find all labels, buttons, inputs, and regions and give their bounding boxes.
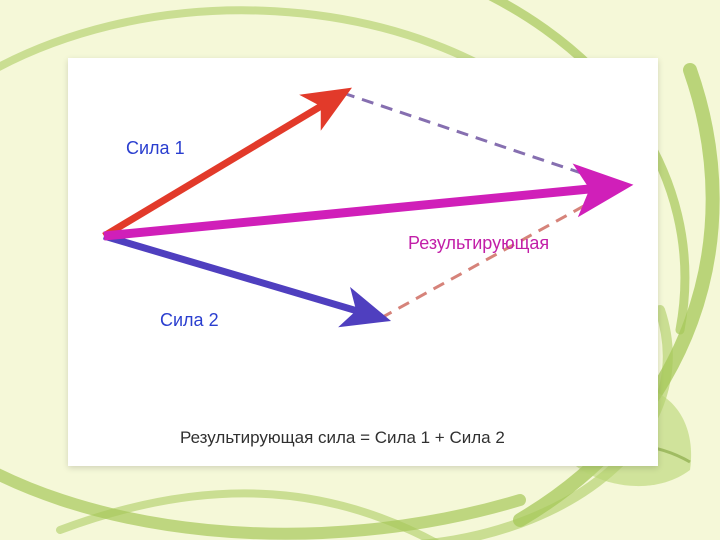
stage: Сила 1 Сила 2 Результирующая Результирую… xyxy=(0,0,720,540)
label-resultant: Результирующая xyxy=(408,233,549,254)
label-force-1: Сила 1 xyxy=(126,138,185,159)
diagram-panel: Сила 1 Сила 2 Результирующая Результирую… xyxy=(68,58,658,466)
vector-force-2 xyxy=(104,236,381,318)
label-force-2: Сила 2 xyxy=(160,310,219,331)
vector-addition-figure xyxy=(68,58,658,466)
dash-top xyxy=(343,93,620,186)
label-formula: Результирующая сила = Сила 1 + Сила 2 xyxy=(180,428,505,448)
